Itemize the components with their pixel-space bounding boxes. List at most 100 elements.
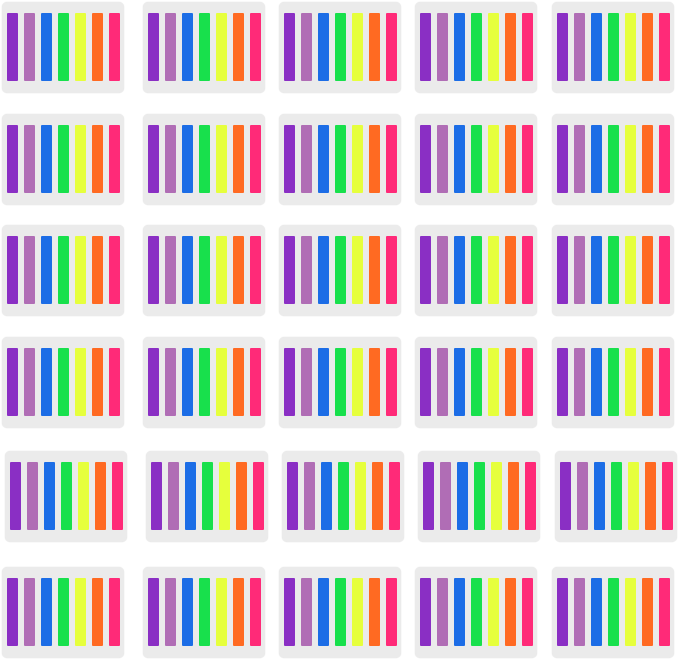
sticky-tab-lavender bbox=[24, 348, 35, 416]
sticky-tab-orange bbox=[233, 125, 244, 193]
sticky-tab-purple bbox=[148, 578, 159, 646]
sticky-tab-yellow bbox=[625, 348, 636, 416]
tab-sheet-card bbox=[415, 337, 537, 428]
sticky-tab-lavender bbox=[437, 125, 448, 193]
tab-sheet-card bbox=[552, 567, 674, 658]
sticky-tab-blue bbox=[318, 348, 329, 416]
sticky-tab-yellow bbox=[488, 578, 499, 646]
sticky-tab-pink bbox=[522, 578, 533, 646]
sticky-tab-lavender bbox=[24, 236, 35, 304]
sticky-tab-yellow bbox=[625, 236, 636, 304]
sticky-tab-purple bbox=[557, 578, 568, 646]
sticky-tab-blue bbox=[182, 348, 193, 416]
sticky-tab-green bbox=[199, 236, 210, 304]
tab-sheet-card bbox=[415, 2, 537, 93]
tab-sheet-card bbox=[5, 451, 127, 542]
sticky-tab-lavender bbox=[437, 13, 448, 81]
tab-sheet-card bbox=[143, 2, 265, 93]
sticky-tab-green bbox=[199, 125, 210, 193]
sticky-tab-lavender bbox=[574, 348, 585, 416]
sticky-tab-pink bbox=[659, 578, 670, 646]
tab-sheet-card bbox=[2, 2, 124, 93]
sticky-tab-green bbox=[474, 462, 485, 530]
sticky-tab-orange bbox=[508, 462, 519, 530]
sticky-tab-green bbox=[338, 462, 349, 530]
sticky-tab-purple bbox=[557, 13, 568, 81]
sticky-tab-yellow bbox=[216, 125, 227, 193]
sticky-tab-blue bbox=[41, 236, 52, 304]
tab-sheet-card bbox=[143, 114, 265, 205]
sticky-tab-blue bbox=[454, 13, 465, 81]
sticky-tab-blue bbox=[318, 125, 329, 193]
sticky-tab-purple bbox=[420, 13, 431, 81]
sticky-tab-lavender bbox=[301, 578, 312, 646]
sticky-tab-lavender bbox=[574, 13, 585, 81]
sticky-tab-orange bbox=[645, 462, 656, 530]
sticky-tab-purple bbox=[420, 125, 431, 193]
sticky-tab-orange bbox=[505, 125, 516, 193]
sticky-tab-blue bbox=[591, 348, 602, 416]
sticky-tab-purple bbox=[557, 348, 568, 416]
sticky-tab-orange bbox=[369, 125, 380, 193]
sticky-tab-orange bbox=[505, 578, 516, 646]
sticky-tab-purple bbox=[151, 462, 162, 530]
sticky-tab-yellow bbox=[216, 348, 227, 416]
sticky-tab-green bbox=[608, 13, 619, 81]
sticky-tab-green bbox=[608, 348, 619, 416]
sticky-tab-lavender bbox=[165, 236, 176, 304]
sticky-tab-orange bbox=[92, 236, 103, 304]
sticky-tab-yellow bbox=[78, 462, 89, 530]
sticky-tab-pink bbox=[109, 13, 120, 81]
sticky-tab-orange bbox=[92, 348, 103, 416]
sticky-tab-green bbox=[335, 348, 346, 416]
tab-sheet-card bbox=[552, 2, 674, 93]
sticky-tab-purple bbox=[420, 236, 431, 304]
tab-sheet-card bbox=[2, 225, 124, 316]
sticky-tab-purple bbox=[284, 578, 295, 646]
sticky-tab-blue bbox=[185, 462, 196, 530]
sticky-tab-blue bbox=[41, 578, 52, 646]
tab-sheet-card bbox=[143, 567, 265, 658]
sticky-tab-purple bbox=[284, 125, 295, 193]
sticky-tab-lavender bbox=[437, 578, 448, 646]
sticky-tab-blue bbox=[318, 236, 329, 304]
tab-sheet-card bbox=[552, 225, 674, 316]
tab-sheet-card bbox=[552, 114, 674, 205]
sticky-tab-pink bbox=[386, 125, 397, 193]
sticky-tab-purple bbox=[557, 236, 568, 304]
sticky-tab-orange bbox=[642, 125, 653, 193]
sticky-tab-green bbox=[608, 578, 619, 646]
sticky-tab-lavender bbox=[574, 125, 585, 193]
sticky-tab-purple bbox=[284, 236, 295, 304]
sticky-tab-green bbox=[611, 462, 622, 530]
sticky-tab-pink bbox=[109, 236, 120, 304]
sticky-tab-pink bbox=[250, 13, 261, 81]
sticky-tab-blue bbox=[454, 578, 465, 646]
sticky-tab-yellow bbox=[75, 348, 86, 416]
sticky-tab-yellow bbox=[352, 125, 363, 193]
sticky-tab-purple bbox=[284, 348, 295, 416]
sticky-tab-yellow bbox=[352, 236, 363, 304]
sticky-tab-purple bbox=[423, 462, 434, 530]
sticky-tab-orange bbox=[642, 13, 653, 81]
sticky-tab-blue bbox=[182, 236, 193, 304]
sticky-tab-pink bbox=[662, 462, 673, 530]
sticky-tab-green bbox=[335, 13, 346, 81]
sticky-tab-purple bbox=[148, 236, 159, 304]
sticky-tab-purple bbox=[7, 13, 18, 81]
sticky-tab-orange bbox=[95, 462, 106, 530]
sticky-tab-yellow bbox=[625, 13, 636, 81]
sticky-tab-orange bbox=[233, 13, 244, 81]
sticky-tab-pink bbox=[386, 13, 397, 81]
sticky-tab-green bbox=[199, 348, 210, 416]
sticky-tab-blue bbox=[454, 348, 465, 416]
sticky-tab-green bbox=[608, 125, 619, 193]
sticky-tab-lavender bbox=[574, 578, 585, 646]
sticky-tab-lavender bbox=[27, 462, 38, 530]
sticky-tab-green bbox=[199, 578, 210, 646]
sticky-tab-orange bbox=[369, 348, 380, 416]
tab-sheet-card bbox=[282, 451, 404, 542]
sticky-tab-purple bbox=[148, 125, 159, 193]
sticky-tab-pink bbox=[522, 125, 533, 193]
sticky-tab-pink bbox=[112, 462, 123, 530]
